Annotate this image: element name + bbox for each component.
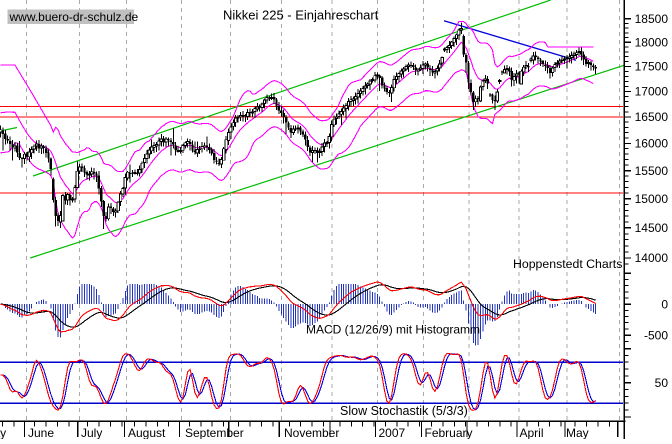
svg-text:14000: 14000	[635, 251, 669, 265]
svg-text:Hoppenstedt Charts: Hoppenstedt Charts	[513, 257, 622, 271]
svg-text:14500: 14500	[635, 221, 669, 235]
svg-text:16000: 16000	[635, 137, 669, 151]
svg-text:MACD (12/26/9) mit Histogramm: MACD (12/26/9) mit Histogramm	[306, 323, 480, 337]
svg-text:2007: 2007	[379, 426, 406, 439]
svg-text:July: July	[81, 426, 102, 439]
svg-text:April: April	[520, 426, 544, 439]
svg-text:May: May	[0, 426, 6, 439]
svg-text:15000: 15000	[635, 192, 669, 206]
svg-text:15500: 15500	[635, 164, 669, 178]
svg-text:Nikkei 225 - Einjahreschart: Nikkei 225 - Einjahreschart	[223, 8, 379, 23]
svg-text:18000: 18000	[635, 36, 669, 50]
svg-text:-500: -500	[644, 328, 668, 342]
svg-text:50: 50	[655, 376, 669, 390]
svg-text:Slow Stochastik (5/3/3): Slow Stochastik (5/3/3)	[340, 404, 468, 418]
svg-text:September: September	[185, 426, 244, 439]
svg-text:0: 0	[661, 297, 668, 311]
svg-text:June: June	[28, 426, 54, 439]
svg-text:May: May	[566, 426, 589, 439]
svg-text:17500: 17500	[635, 60, 669, 74]
svg-text:18500: 18500	[635, 12, 669, 26]
svg-text:www.buero-dr-schulz.de: www.buero-dr-schulz.de	[9, 10, 139, 24]
svg-text:November: November	[284, 426, 339, 439]
svg-text:February: February	[425, 426, 473, 439]
svg-text:16500: 16500	[635, 110, 669, 124]
svg-text:August: August	[128, 426, 166, 439]
svg-text:17000: 17000	[635, 85, 669, 99]
